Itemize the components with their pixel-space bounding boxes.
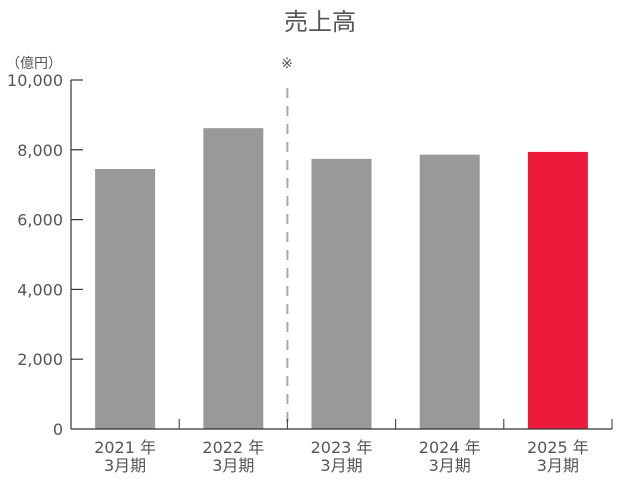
bar-2021	[95, 168, 156, 429]
y-tick-label: 4,000	[17, 280, 63, 299]
bar-2023	[311, 158, 372, 429]
y-tick-label: 6,000	[17, 211, 63, 230]
bar-2025	[527, 151, 588, 430]
y-tick-label: 0	[53, 420, 63, 439]
x-tick-label: 2024 年	[419, 438, 481, 457]
x-tick-label: 2023 年	[311, 438, 373, 457]
x-tick-label: 3月期	[320, 456, 362, 475]
chart-title: 売上高	[284, 8, 356, 36]
x-tick-label: 3月期	[212, 456, 254, 475]
x-tick-label: 2022 年	[202, 438, 264, 457]
x-tick-label: 2021 年	[94, 438, 156, 457]
x-tick-label: 3月期	[104, 456, 146, 475]
y-tick-label: 8,000	[17, 141, 63, 160]
bar-2024	[419, 154, 480, 429]
x-tick-label: 3月期	[429, 456, 471, 475]
divider-note: ※	[281, 56, 293, 72]
y-tick-label: 2,000	[17, 350, 63, 369]
x-tick-label: 3月期	[537, 456, 579, 475]
bar-2022	[203, 128, 264, 430]
x-tick-label: 2025 年	[527, 438, 589, 457]
y-tick-label: 10,000	[7, 71, 63, 90]
y-axis-unit: （億円）	[6, 56, 62, 72]
